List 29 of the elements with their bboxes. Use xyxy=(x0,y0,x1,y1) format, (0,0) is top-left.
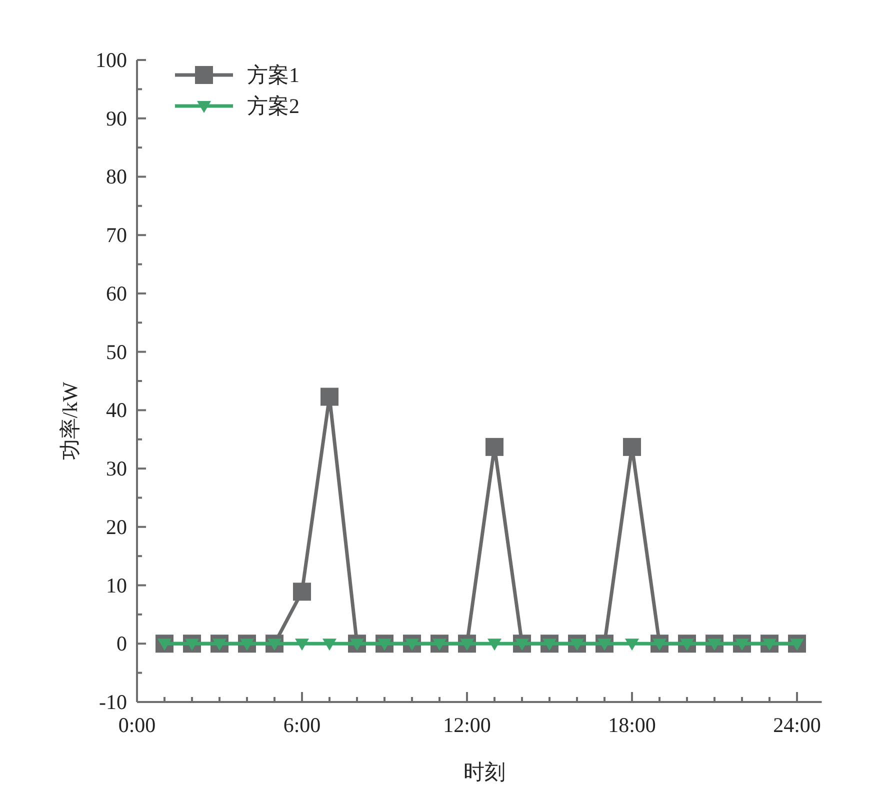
y-tick-label: 100 xyxy=(96,48,127,72)
point xyxy=(623,438,641,456)
point xyxy=(320,388,338,406)
y-tick-label: 10 xyxy=(106,573,127,598)
x-tick-label: 0:00 xyxy=(118,713,156,737)
legend-label: 方案2 xyxy=(247,94,300,118)
x-tick-label: 24:00 xyxy=(773,713,821,737)
legend-label: 方案1 xyxy=(247,63,300,87)
y-tick-label: 90 xyxy=(106,106,127,130)
x-tick-label: 18:00 xyxy=(608,713,656,737)
y-tick-label: 80 xyxy=(106,164,127,189)
y-axis-title: 功率/kW xyxy=(58,382,82,460)
y-tick-label: 50 xyxy=(106,340,127,364)
y-tick-label: 60 xyxy=(106,281,127,306)
point xyxy=(486,438,504,456)
point xyxy=(625,638,639,651)
y-tick-label: 30 xyxy=(106,456,127,481)
y-tick-label: 0 xyxy=(116,632,127,656)
x-tick-label: 6:00 xyxy=(283,713,321,737)
point xyxy=(322,638,336,651)
y-tick-label: 70 xyxy=(106,223,127,248)
x-tick-label: 12:00 xyxy=(443,713,491,737)
point xyxy=(293,582,311,601)
y-tick-label: 20 xyxy=(106,514,127,539)
x-axis-title: 时刻 xyxy=(463,760,506,784)
point xyxy=(295,638,309,651)
y-tick-label: -10 xyxy=(99,690,127,714)
point xyxy=(488,638,502,651)
y-tick-label: 40 xyxy=(106,398,127,422)
